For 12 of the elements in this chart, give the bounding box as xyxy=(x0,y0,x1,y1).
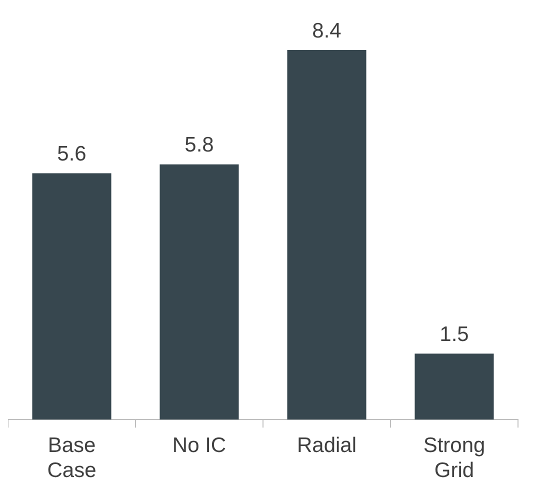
data-label: 8.4 xyxy=(312,19,342,42)
x-tick-label: No IC xyxy=(172,434,226,457)
bar xyxy=(287,50,366,420)
x-tick-label: Strong Grid xyxy=(423,434,486,482)
bar xyxy=(160,164,239,420)
bar xyxy=(32,173,112,420)
data-label: 5.6 xyxy=(57,142,86,166)
x-tick-label: Base Case xyxy=(47,434,96,482)
bar xyxy=(414,354,494,420)
x-tick-label: Radial xyxy=(296,434,357,457)
data-label: 1.5 xyxy=(440,322,469,346)
data-label: 5.8 xyxy=(184,134,214,157)
